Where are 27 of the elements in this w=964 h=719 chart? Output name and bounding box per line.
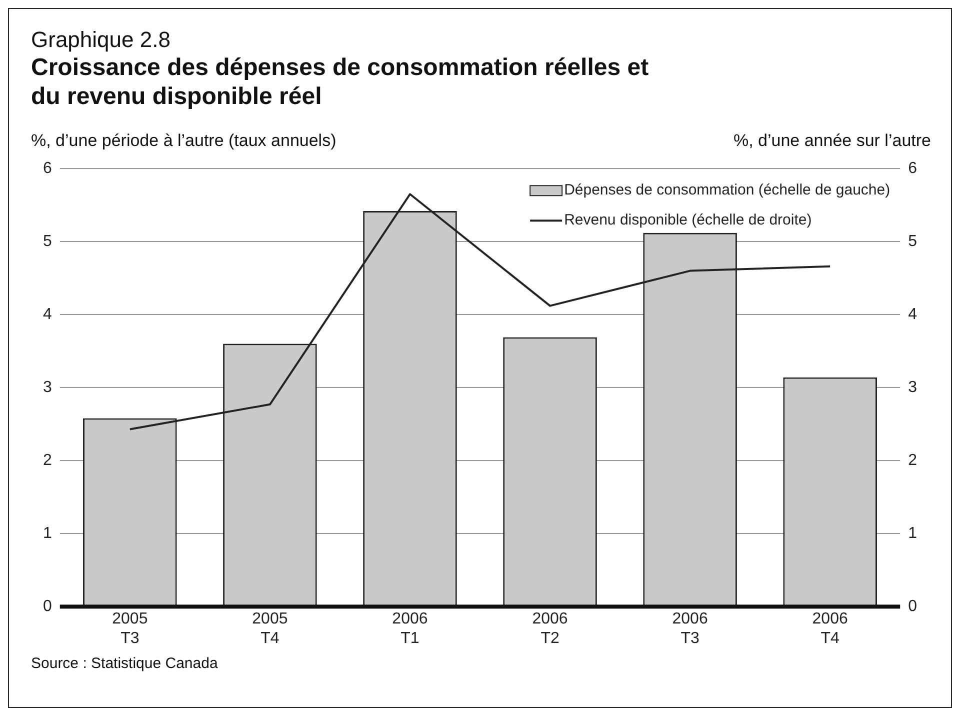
x-tick-label: 2006 T3: [672, 610, 708, 647]
x-tick-label: 2006 T2: [532, 610, 568, 647]
y2-tick-label: 1: [908, 525, 918, 542]
y-tick-label: 0: [42, 598, 52, 616]
y-tick-label: 4: [42, 306, 52, 324]
y-tick-label: 6: [42, 160, 52, 178]
y2-tick-label: 0: [908, 598, 918, 616]
y2-tick-label: 4: [908, 306, 918, 324]
chart-title: Graphique 2.8: [31, 27, 172, 53]
y-tick-label: 5: [42, 233, 52, 250]
y-tick-label: 1: [42, 525, 52, 542]
y2-axis-title: %, d’une année sur l’autre: [733, 131, 931, 151]
legend-label: Revenu disponible (échelle de droite): [564, 212, 812, 229]
legend-label: Dépenses de consommation (échelle de gauche): [564, 182, 890, 199]
y-tick-label: 3: [42, 379, 52, 396]
y2-tick-label: 3: [908, 379, 918, 396]
y2-tick-label: 5: [908, 233, 918, 250]
y-axis-title: %, d’une période à l’autre (taux annuels): [31, 131, 336, 151]
x-tick-label: 2005 T4: [252, 610, 288, 647]
x-tick-label: 2006 T1: [392, 610, 428, 647]
chart-subtitle: Croissance des dépenses de consommation réelles et du revenu disponible réel: [31, 53, 650, 111]
y2-tick-label: 2: [908, 452, 918, 470]
x-tick-label: 2006 T4: [812, 610, 848, 647]
y-tick-label: 2: [42, 452, 52, 470]
y2-tick-label: 6: [908, 160, 918, 178]
source-note: Source : Statistique Canada: [31, 655, 219, 672]
x-tick-label: 2005 T3: [112, 610, 148, 647]
